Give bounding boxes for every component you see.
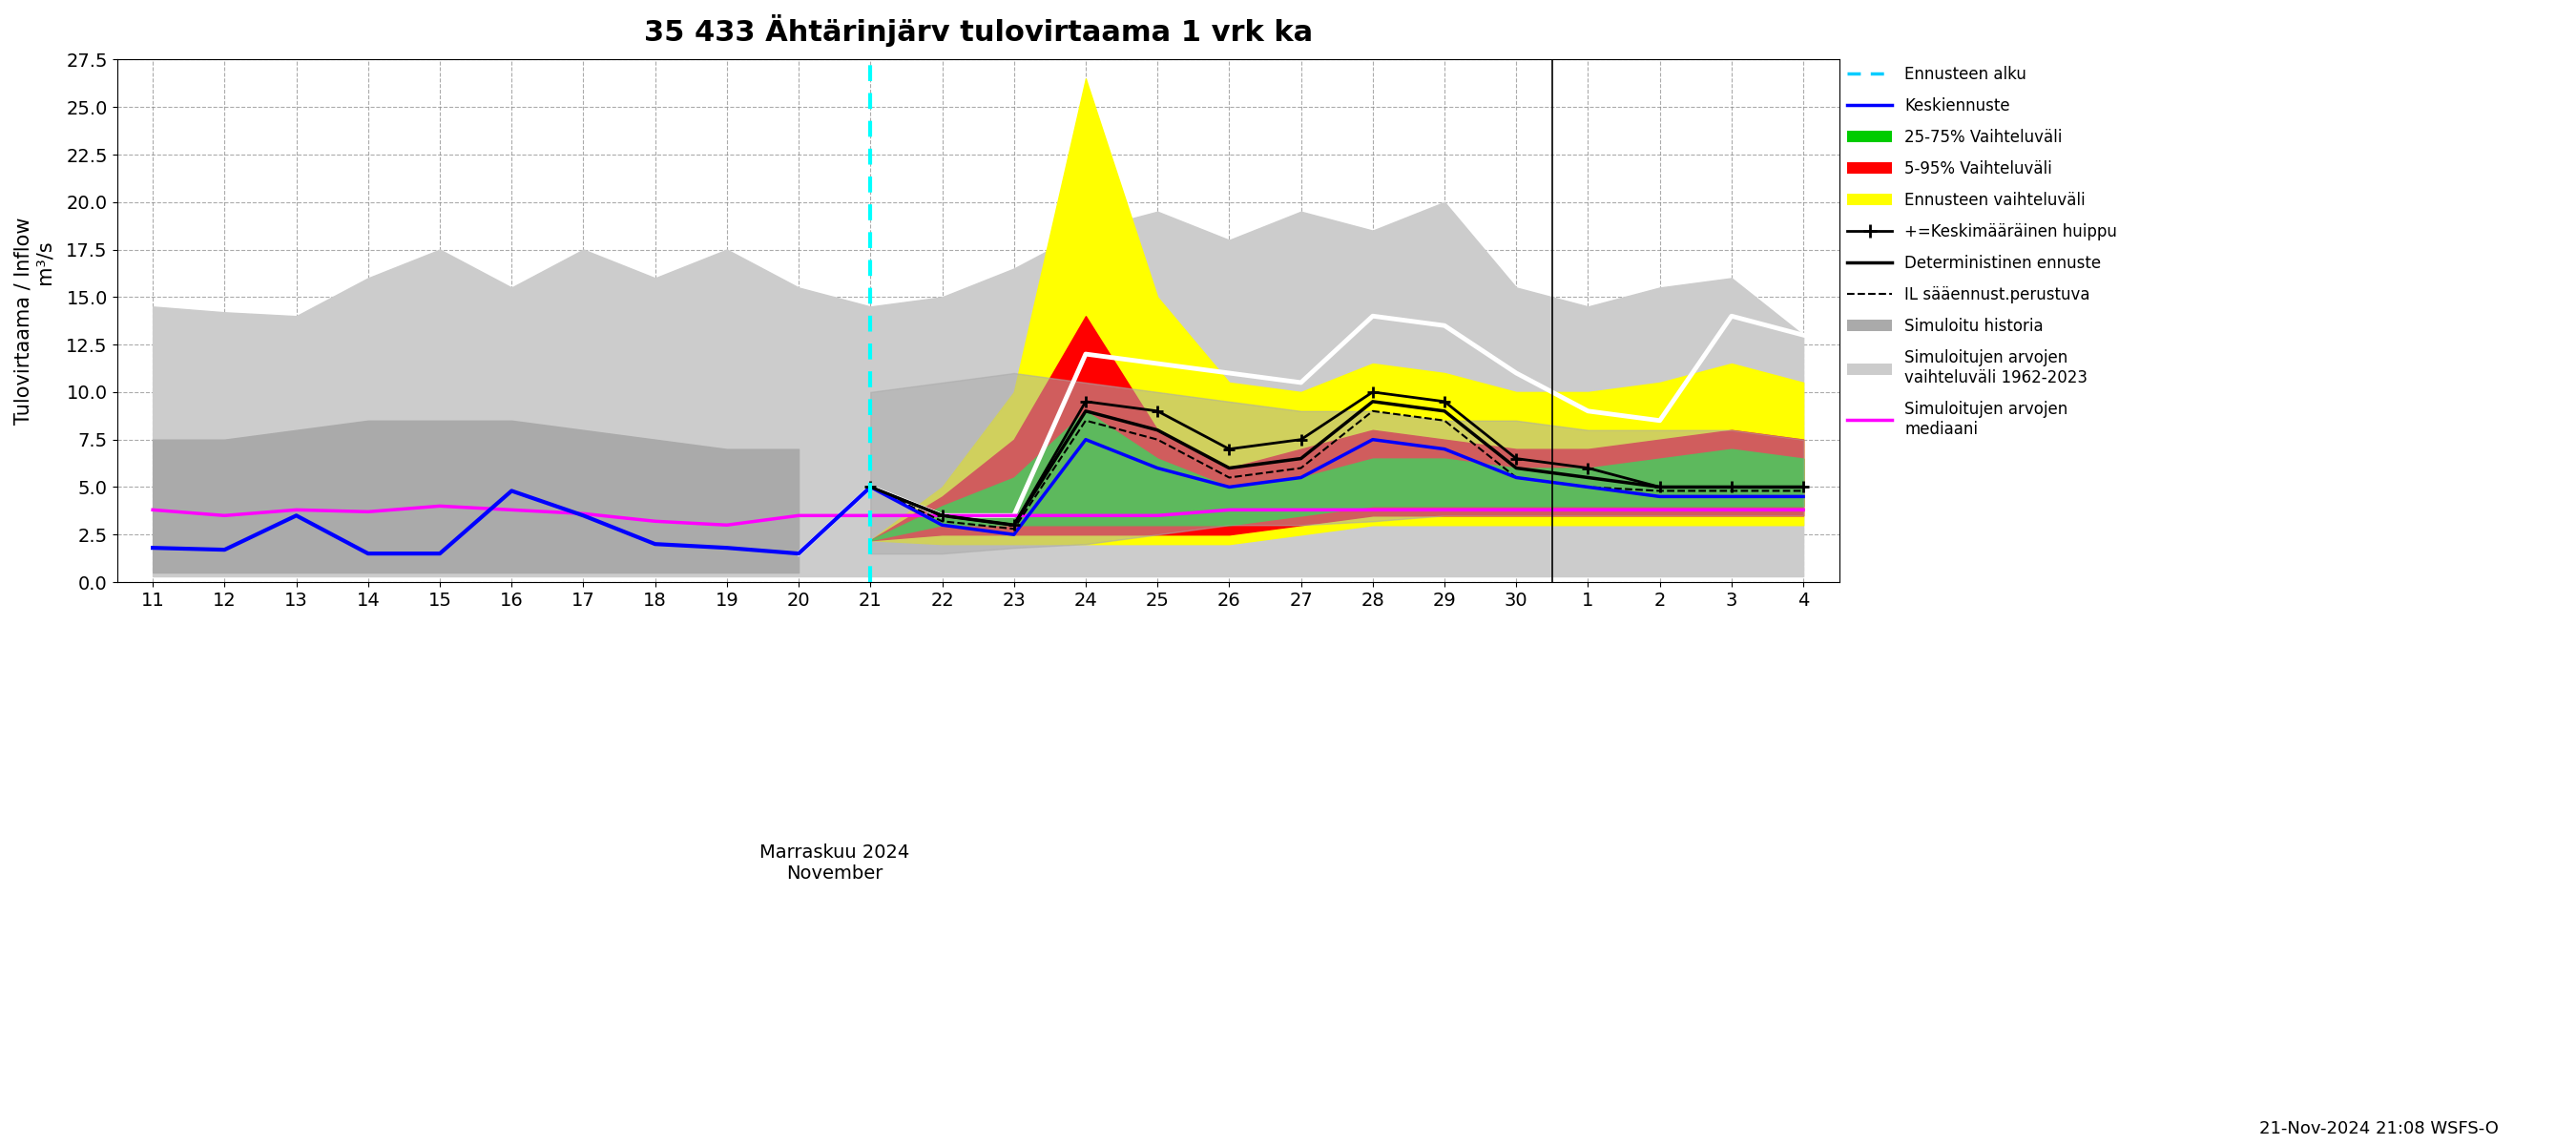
Text: 21-Nov-2024 21:08 WSFS-O: 21-Nov-2024 21:08 WSFS-O [2259,1120,2499,1137]
Title: 35 433 Ähtärinjärv tulovirtaama 1 vrk ka: 35 433 Ähtärinjärv tulovirtaama 1 vrk ka [644,14,1314,47]
Text: Marraskuu 2024
November: Marraskuu 2024 November [760,843,909,883]
Legend: Ennusteen alku, Keskiennuste, 25-75% Vaihteluväli, 5-95% Vaihteluväli, Ennusteen: Ennusteen alku, Keskiennuste, 25-75% Vai… [1842,60,2123,444]
Y-axis label: Tulovirtaama / Inflow
                  m³/s: Tulovirtaama / Inflow m³/s [15,218,57,425]
